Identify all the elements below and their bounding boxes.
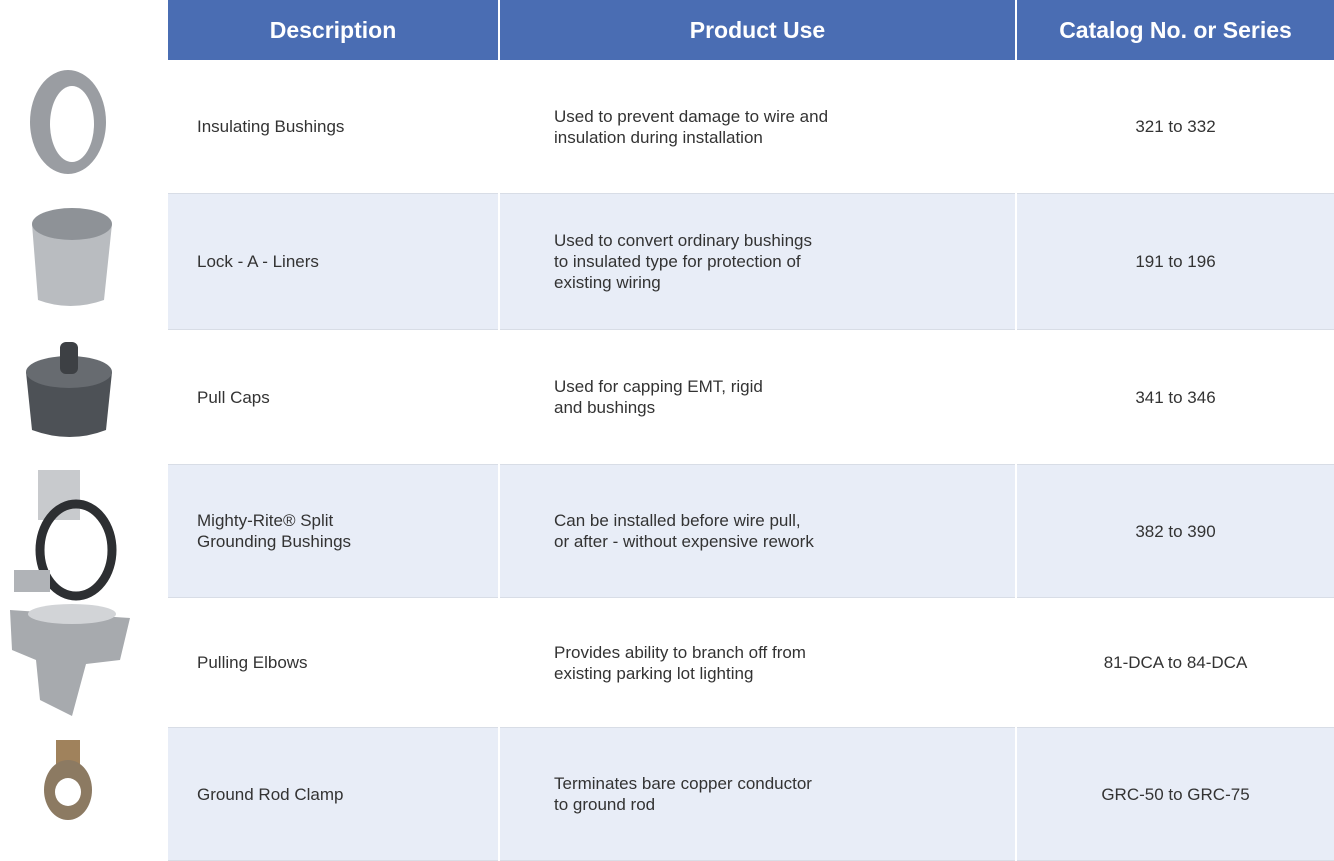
use-line: Used to prevent damage to wire and	[554, 106, 829, 126]
catalog-cell: 382 to 390	[1017, 465, 1334, 598]
use-cell: Terminates bare copper conductor to groun…	[500, 728, 1015, 861]
clamp-image	[44, 740, 92, 820]
use-line: Used for capping EMT, rigid	[554, 377, 763, 396]
catalog-cell: 321 to 332	[1017, 60, 1334, 194]
description-line: Pull Caps	[197, 387, 270, 407]
catalog-cell: 81-DCA to 84-DCA	[1017, 598, 1334, 728]
catalog-text: 321 to 332	[1135, 117, 1216, 136]
use-line: to ground rod	[554, 795, 656, 814]
use-line: and bushings	[554, 398, 656, 417]
description-line: Lock - A - Liners	[197, 252, 319, 271]
description-cell: Ground Rod Clamp	[168, 728, 498, 861]
use-line: to insulated type for protection of	[554, 252, 801, 271]
use-line: Can be installed before wire pull,	[554, 511, 801, 530]
column-header: Description	[168, 0, 498, 60]
use-line: Provides ability to branch off from	[554, 642, 806, 662]
bushing-image	[30, 70, 106, 174]
catalog-cell: 341 to 346	[1017, 330, 1334, 465]
grounding-bushing-image	[14, 470, 117, 601]
catalog-text: GRC-50 to GRC-75	[1101, 784, 1250, 804]
description-line: Mighty-Rite® Split	[197, 511, 334, 530]
description-line: Ground Rod Clamp	[197, 784, 344, 804]
description-cell: Pulling Elbows	[168, 598, 498, 728]
use-line: insulation during installation	[554, 127, 763, 147]
use-line: or after - without expensive rework	[554, 532, 814, 551]
catalog-text: 341 to 346	[1135, 387, 1216, 407]
use-line: Terminates bare copper conductor	[554, 774, 812, 793]
product-images	[10, 70, 130, 820]
description-cell: Insulating Bushings	[168, 60, 498, 194]
use-cell: Used to prevent damage to wire and insula…	[500, 60, 1015, 194]
use-line: existing parking lot lighting	[554, 663, 754, 683]
description-cell: Pull Caps	[168, 330, 498, 465]
use-cell: Used to convert ordinary bushings to insu…	[500, 194, 1015, 330]
description-line: Pulling Elbows	[197, 653, 308, 672]
catalog-text: 191 to 196	[1135, 252, 1216, 271]
catalog-text: 382 to 390	[1135, 521, 1216, 541]
description-cell: Mighty-Rite® Split Grounding Bushings	[168, 465, 498, 598]
use-line: existing wiring	[554, 273, 661, 292]
description-line: Insulating Bushings	[197, 117, 345, 136]
description-line: Grounding Bushings	[197, 532, 352, 551]
use-cell: Used for capping EMT, rigid and bushings	[500, 330, 1015, 465]
liner-image	[32, 208, 112, 306]
elbow-image	[10, 604, 130, 716]
catalog-cell: GRC-50 to GRC-75	[1017, 728, 1334, 861]
cap-image	[26, 342, 112, 437]
catalog-cell: 191 to 196	[1017, 194, 1334, 330]
use-cell: Can be installed before wire pull, or aft…	[500, 465, 1015, 598]
description-cell: Lock - A - Liners	[168, 194, 498, 330]
column-header: Catalog No. or Series	[1017, 0, 1334, 60]
use-cell: Provides ability to branch off from exist…	[500, 598, 1015, 728]
column-header: Product Use	[500, 0, 1015, 60]
use-line: Used to convert ordinary bushings	[554, 231, 812, 250]
catalog-text: 81-DCA to 84-DCA	[1103, 653, 1248, 672]
